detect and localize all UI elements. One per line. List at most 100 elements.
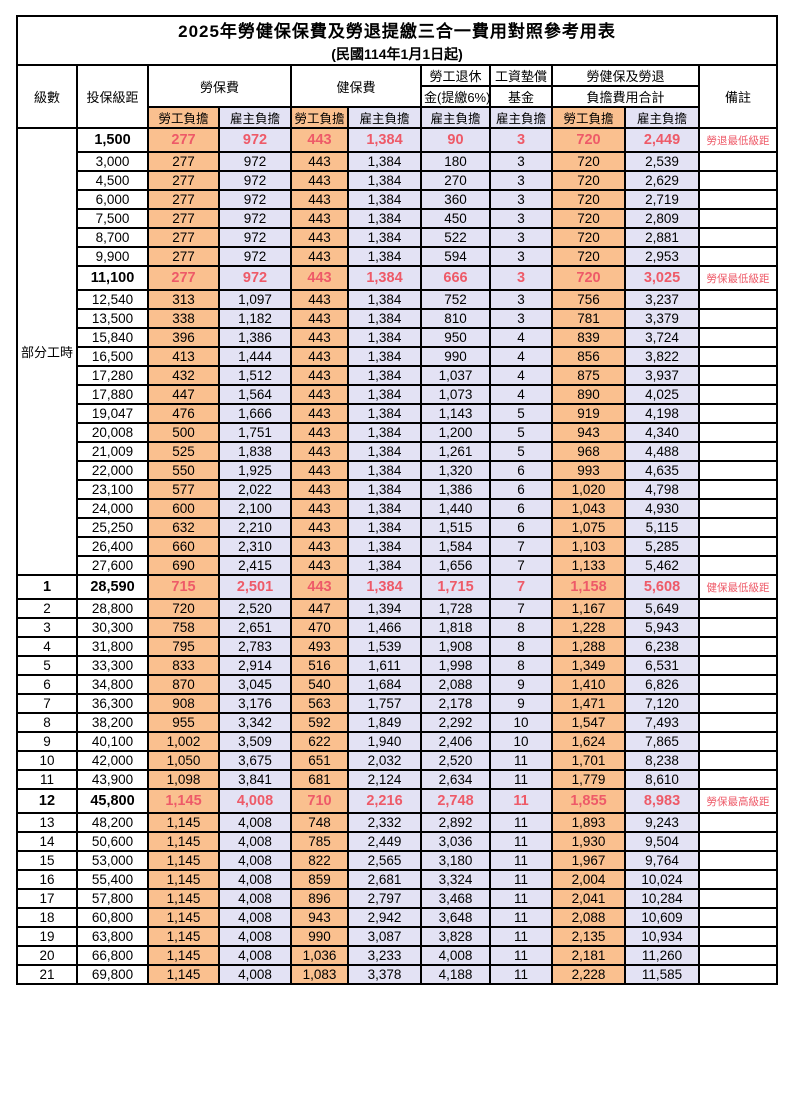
cell-total-employee: 1,471 bbox=[551, 693, 626, 714]
cell-total-employer: 10,609 bbox=[624, 907, 700, 928]
cell-total-employer: 5,943 bbox=[624, 617, 700, 638]
cell-bracket: 55,400 bbox=[76, 869, 149, 890]
cell-health-insurance-employer: 2,942 bbox=[347, 907, 422, 928]
cell-labor-insurance-employer: 3,509 bbox=[218, 731, 292, 752]
cell-health-insurance-employee: 443 bbox=[290, 460, 349, 481]
cell-level: 1 bbox=[16, 574, 78, 600]
table-row: 15 53,000 1,145 4,008 822 2,565 3,180 11 1,967 9,… bbox=[16, 850, 779, 871]
cell-labor-insurance-employee: 833 bbox=[147, 655, 220, 676]
cell-health-insurance-employee: 443 bbox=[290, 170, 349, 191]
cell-level: 18 bbox=[16, 907, 78, 928]
cell-total-employee: 875 bbox=[551, 365, 626, 386]
cell-health-insurance-employer: 1,384 bbox=[347, 403, 422, 424]
cell-health-insurance-employee: 1,083 bbox=[290, 964, 349, 985]
cell-wage-fund-employer: 3 bbox=[489, 289, 553, 310]
cell-health-insurance-employee: 592 bbox=[290, 712, 349, 733]
cell-health-insurance-employer: 2,332 bbox=[347, 812, 422, 833]
cell-level: 12 bbox=[16, 788, 78, 814]
cell-remark bbox=[697, 926, 779, 947]
cell-total-employee: 1,779 bbox=[551, 769, 626, 790]
cell-total-employee: 919 bbox=[551, 403, 626, 424]
cell-labor-insurance-employee: 1,145 bbox=[147, 850, 220, 871]
table-row: 27,600 690 2,415 443 1,384 1,656 7 1,133 5,462 bbox=[17, 555, 779, 576]
cell-remark bbox=[697, 365, 779, 386]
cell-labor-insurance-employer: 1,838 bbox=[218, 441, 292, 462]
cell-pension-employer: 2,520 bbox=[420, 750, 491, 771]
subheader-total-employer: 雇主負擔 bbox=[624, 106, 700, 129]
cell-total-employer: 6,826 bbox=[624, 674, 700, 695]
cell-total-employer: 5,285 bbox=[624, 536, 700, 557]
cell-health-insurance-employee: 443 bbox=[290, 151, 349, 172]
subheader-li-employer: 雇主負擔 bbox=[218, 106, 292, 129]
table-row: 7 36,300 908 3,176 563 1,757 2,178 9 1,471 7,120 bbox=[16, 693, 779, 714]
cell-labor-insurance-employee: 313 bbox=[147, 289, 220, 310]
header-remark: 備註 bbox=[697, 64, 779, 129]
cell-remark bbox=[697, 346, 779, 367]
cell-bracket: 27,600 bbox=[76, 555, 149, 576]
table-row: 16 55,400 1,145 4,008 859 2,681 3,324 11 2,004 10… bbox=[16, 869, 779, 890]
cell-labor-insurance-employee: 550 bbox=[147, 460, 220, 481]
cell-labor-insurance-employee: 715 bbox=[147, 574, 220, 600]
cell-remark bbox=[697, 869, 779, 890]
cell-wage-fund-employer: 7 bbox=[489, 555, 553, 576]
cell-wage-fund-employer: 11 bbox=[489, 750, 553, 771]
cell-total-employer: 4,798 bbox=[624, 479, 700, 500]
header-row-2: 金(提繳6%) 基金 負擔費用合計 bbox=[17, 85, 777, 108]
cell-health-insurance-employer: 1,384 bbox=[347, 208, 422, 229]
cell-total-employer: 9,504 bbox=[624, 831, 700, 852]
table-row: 4 31,800 795 2,783 493 1,539 1,908 8 1,288 6,238 bbox=[16, 636, 779, 657]
cell-health-insurance-employer: 1,940 bbox=[347, 731, 422, 752]
cell-total-employer: 4,198 bbox=[624, 403, 700, 424]
cell-total-employee: 1,103 bbox=[551, 536, 626, 557]
cell-bracket: 24,000 bbox=[76, 498, 149, 519]
table-row: 5 33,300 833 2,914 516 1,611 1,998 8 1,349 6,531 bbox=[16, 655, 779, 676]
cell-level: 13 bbox=[16, 812, 78, 833]
cell-level: 14 bbox=[16, 831, 78, 852]
cell-health-insurance-employee: 443 bbox=[290, 227, 349, 248]
header-row-1: 級數 投保級距 勞保費 健保費 勞工退休 工資墊償 勞健保及勞退 備註 bbox=[16, 64, 779, 129]
cell-labor-insurance-employee: 720 bbox=[147, 598, 220, 619]
cell-remark bbox=[697, 750, 779, 771]
cell-health-insurance-employee: 443 bbox=[290, 536, 349, 557]
table-row: 6,000 277 972 443 1,384 360 3 720 2,719 bbox=[17, 189, 779, 210]
cell-labor-insurance-employee: 1,145 bbox=[147, 907, 220, 928]
cell-bracket: 16,500 bbox=[76, 346, 149, 367]
cell-wage-fund-employer: 9 bbox=[489, 693, 553, 714]
cell-total-employee: 1,547 bbox=[551, 712, 626, 733]
cell-wage-fund-employer: 3 bbox=[489, 227, 553, 248]
cell-total-employee: 1,701 bbox=[551, 750, 626, 771]
cell-level: 9 bbox=[16, 731, 78, 752]
cell-labor-insurance-employee: 1,145 bbox=[147, 788, 220, 814]
cell-health-insurance-employee: 563 bbox=[290, 693, 349, 714]
cell-wage-fund-employer: 11 bbox=[489, 831, 553, 852]
cell-total-employer: 4,488 bbox=[624, 441, 700, 462]
cell-health-insurance-employee: 1,036 bbox=[290, 945, 349, 966]
cell-remark: 勞保最低級距 bbox=[697, 265, 779, 291]
cell-total-employee: 1,020 bbox=[551, 479, 626, 500]
cell-total-employer: 3,237 bbox=[624, 289, 700, 310]
cell-labor-insurance-employee: 955 bbox=[147, 712, 220, 733]
header-level: 級數 bbox=[16, 64, 78, 129]
cell-wage-fund-employer: 3 bbox=[489, 151, 553, 172]
cell-health-insurance-employer: 1,384 bbox=[347, 289, 422, 310]
cell-labor-insurance-employee: 277 bbox=[147, 151, 220, 172]
cell-total-employee: 2,181 bbox=[551, 945, 626, 966]
cell-level: 11 bbox=[16, 769, 78, 790]
cell-health-insurance-employee: 443 bbox=[290, 189, 349, 210]
cell-health-insurance-employee: 748 bbox=[290, 812, 349, 833]
table-title-block: 2025年勞健保保費及勞退提繳三合一費用對照參考用表 (民國114年1月1日起) bbox=[15, 15, 779, 66]
cell-health-insurance-employer: 1,384 bbox=[347, 227, 422, 248]
cell-pension-employer: 752 bbox=[420, 289, 491, 310]
table-row: 17,880 447 1,564 443 1,384 1,073 4 890 4,025 bbox=[17, 384, 779, 405]
cell-total-employee: 756 bbox=[551, 289, 626, 310]
cell-health-insurance-employer: 1,384 bbox=[347, 441, 422, 462]
cell-pension-employer: 2,406 bbox=[420, 731, 491, 752]
cell-bracket: 15,840 bbox=[76, 327, 149, 348]
cell-level: 16 bbox=[16, 869, 78, 890]
cell-total-employee: 1,893 bbox=[551, 812, 626, 833]
cell-labor-insurance-employer: 972 bbox=[218, 208, 292, 229]
cell-total-employer: 3,025 bbox=[624, 265, 700, 291]
cell-remark bbox=[697, 712, 779, 733]
cell-total-employer: 4,025 bbox=[624, 384, 700, 405]
cell-bracket: 30,300 bbox=[76, 617, 149, 638]
